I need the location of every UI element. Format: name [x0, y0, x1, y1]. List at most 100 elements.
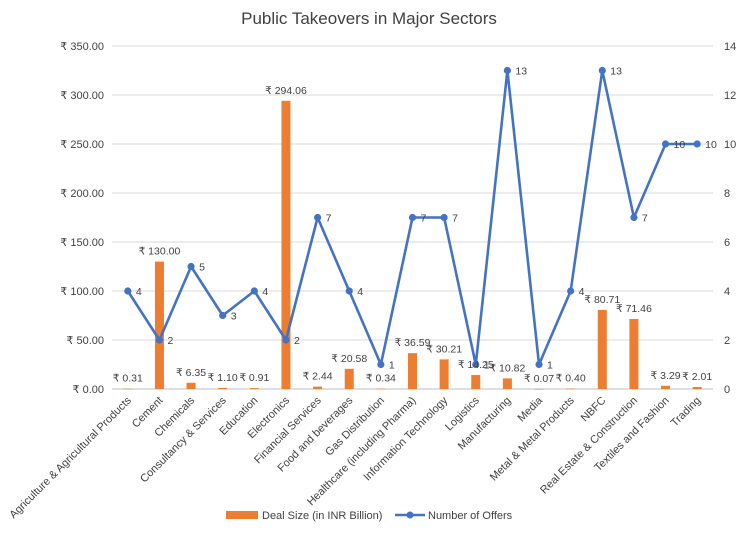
bar	[661, 385, 671, 389]
bar	[566, 388, 576, 390]
bar	[281, 100, 291, 389]
bar	[439, 359, 449, 389]
data-labels: ₹ 0.31 ₹ 130.00 ₹ 6.35 ₹ 1.10 ₹ 0.91 ₹ 294.06…	[113, 66, 717, 385]
left-axis-tick-label: ₹ 250.00	[60, 139, 104, 151]
left-axis: ₹ 0.00 ₹ 50.00 ₹ 100.00 ₹ 150.00 ₹ 200.00 ₹ 2…	[60, 41, 104, 396]
line-data-label: 1	[389, 360, 395, 372]
line-point	[314, 213, 322, 222]
bar-data-label: ₹ 0.34	[366, 373, 396, 385]
line-data-label: 1	[484, 360, 490, 372]
bar	[218, 387, 228, 389]
line-data-label: 7	[326, 213, 332, 225]
line-series	[124, 66, 701, 369]
line-point	[630, 213, 638, 222]
line-data-label: 4	[579, 286, 585, 298]
bar-series	[123, 100, 702, 390]
line-data-label: 7	[642, 213, 648, 225]
bar-data-label: ₹ 1.10	[208, 372, 238, 384]
bar-data-label: ₹ 80.71	[584, 294, 620, 306]
bar-data-label: ₹ 294.06	[265, 85, 307, 97]
bar	[186, 382, 196, 389]
x-axis: Agriculture & Agricultural ProductsCemen…	[7, 394, 703, 521]
legend: Deal Size (in INR Billion) Number of Off…	[226, 510, 513, 522]
line-point	[440, 213, 448, 222]
bar-data-label: ₹ 14.25	[458, 359, 494, 371]
line-point	[155, 336, 164, 344]
left-axis-tick-label: ₹ 350.00	[60, 41, 104, 53]
bar	[376, 388, 386, 390]
legend-swatch-deal-size	[226, 511, 258, 519]
bar-data-label: ₹ 71.46	[616, 303, 652, 315]
line-point	[535, 360, 543, 369]
bar	[692, 387, 702, 389]
bar	[629, 318, 639, 389]
right-axis-tick-label: 4	[724, 286, 730, 298]
left-axis-tick-label: ₹ 0.00	[73, 384, 104, 396]
line-point	[472, 360, 480, 369]
bar	[313, 386, 323, 389]
line-point	[124, 287, 132, 295]
line-point	[250, 287, 258, 295]
right-axis-tick-label: 6	[724, 237, 730, 249]
bar-data-label: ₹ 3.29	[651, 370, 681, 382]
bar-data-label: ₹ 10.82	[489, 362, 525, 374]
bar	[471, 375, 481, 389]
bar-data-label: ₹ 6.35	[176, 367, 206, 379]
bar-data-label: ₹ 0.40	[556, 373, 586, 385]
line-point	[598, 66, 606, 75]
line-data-label: 2	[167, 335, 173, 347]
right-axis-tick-label: 2	[724, 335, 730, 347]
line-data-label: 13	[515, 66, 527, 78]
bar-data-label: ₹ 130.00	[139, 246, 181, 258]
line-point	[282, 336, 290, 344]
line-point	[567, 287, 575, 295]
bar	[408, 353, 417, 389]
legend-label-offers: Number of Offers	[428, 510, 513, 522]
line-data-label: 5	[199, 262, 205, 274]
chart-title: Public Takeovers in Major Sectors	[241, 9, 497, 28]
bar	[344, 368, 354, 389]
line-point	[408, 213, 417, 222]
legend-swatch-offers-marker	[406, 511, 414, 519]
line-data-label: 7	[421, 213, 427, 225]
right-axis-tick-label: 8	[724, 188, 730, 200]
bar	[249, 388, 259, 389]
line-data-label: 4	[357, 286, 363, 298]
x-axis-category-label: Media	[515, 394, 545, 424]
line-data-label: 4	[262, 286, 268, 298]
line-data-label: 10	[674, 139, 686, 151]
bar	[534, 388, 544, 390]
left-axis-tick-label: ₹ 150.00	[60, 237, 104, 249]
line-point	[219, 311, 227, 320]
bar-data-label: ₹ 36.59	[395, 337, 431, 349]
legend-label-deal-size: Deal Size (in INR Billion)	[262, 510, 382, 522]
bar-data-label: ₹ 2.44	[303, 371, 333, 383]
gridlines	[112, 45, 713, 390]
right-axis-tick-label: 0	[724, 384, 730, 396]
line-data-label: 1	[547, 360, 553, 372]
bar	[123, 388, 133, 390]
bar	[502, 378, 512, 389]
right-axis-tick-label: 10	[724, 139, 736, 151]
bar-data-label: ₹ 2.01	[682, 371, 712, 383]
line-data-label: 3	[231, 311, 237, 323]
x-axis-category-label: Agriculture & Agricultural Products	[7, 394, 134, 521]
x-axis-category-label: Trading	[669, 395, 704, 430]
bar-data-label: ₹ 30.21	[426, 343, 462, 355]
line-point	[377, 360, 385, 369]
x-axis-category-label: NBFC	[579, 395, 609, 425]
line-point	[661, 140, 670, 148]
line-data-label: 13	[610, 66, 622, 78]
line-point	[345, 287, 353, 295]
line-data-label: 4	[136, 286, 142, 298]
line-point	[503, 66, 511, 75]
left-axis-tick-label: ₹ 200.00	[60, 188, 104, 200]
line-point	[187, 262, 195, 271]
line-data-label: 2	[294, 335, 300, 347]
left-axis-tick-label: ₹ 300.00	[60, 90, 104, 102]
left-axis-tick-label: ₹ 50.00	[66, 335, 104, 347]
bar-data-label: ₹ 0.31	[113, 373, 143, 385]
bar	[154, 261, 164, 389]
